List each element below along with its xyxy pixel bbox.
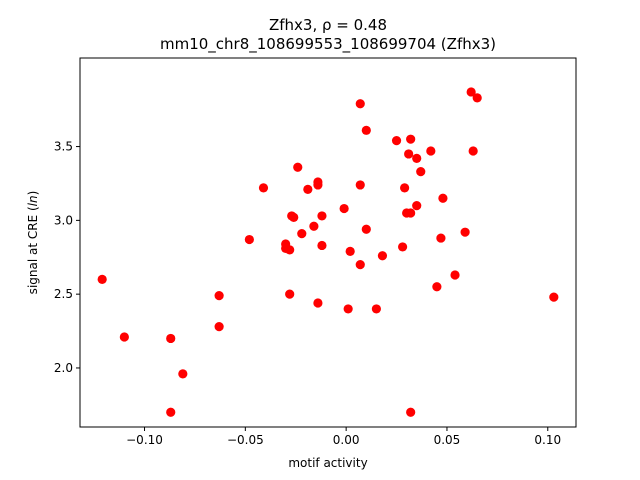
x-tick-label: −0.10 — [126, 433, 163, 447]
data-point — [317, 211, 327, 221]
data-point — [214, 322, 224, 332]
data-point — [468, 146, 478, 156]
y-tick-label: 3.0 — [54, 213, 73, 227]
data-point — [406, 407, 416, 417]
x-axis-label: motif activity — [288, 456, 367, 470]
data-point — [466, 87, 476, 97]
data-point — [412, 153, 422, 163]
x-tick-label: −0.05 — [227, 433, 264, 447]
data-point — [166, 407, 176, 417]
data-point — [309, 221, 319, 231]
y-axis-label: signal at CRE (ln) — [26, 191, 40, 295]
data-point — [416, 167, 426, 177]
data-point — [371, 304, 381, 314]
y-tick-label: 3.5 — [54, 140, 73, 154]
data-point — [355, 99, 365, 109]
data-point — [460, 227, 470, 237]
data-point — [450, 270, 460, 280]
data-point — [289, 212, 299, 223]
data-point — [244, 234, 254, 245]
data-point — [404, 149, 414, 159]
x-axis-ticks: −0.10 −0.05 0.00 0.05 0.10 — [126, 427, 561, 447]
data-point — [361, 125, 371, 135]
chart-title-line2: mm10_chr8_108699553_108699704 (Zfhx3) — [160, 35, 496, 54]
data-point — [285, 245, 295, 255]
data-point — [391, 136, 402, 146]
data-point — [303, 184, 313, 194]
data-point — [361, 224, 371, 234]
data-point — [258, 183, 269, 193]
chart-title-line1: Zfhx3, ρ = 0.48 — [269, 16, 387, 34]
y-tick-label: 2.5 — [54, 287, 73, 301]
y-tick-label: 2.0 — [54, 361, 73, 375]
data-point — [436, 233, 446, 243]
data-point — [119, 332, 129, 342]
data-point — [293, 162, 303, 172]
data-point — [297, 229, 307, 239]
data-points — [97, 87, 559, 417]
y-axis-label-unit: ln — [26, 195, 40, 206]
data-point — [343, 304, 353, 314]
data-point — [313, 298, 323, 308]
data-point — [166, 333, 176, 344]
data-point — [345, 246, 355, 256]
y-axis-label-suffix: ) — [26, 191, 40, 196]
data-point — [426, 146, 436, 156]
data-point — [432, 282, 442, 292]
data-point — [412, 201, 422, 211]
data-point — [406, 208, 416, 218]
x-tick-label: 0.10 — [534, 433, 561, 447]
data-point — [377, 251, 388, 261]
data-point — [355, 260, 365, 270]
data-point — [438, 193, 448, 203]
plot-frame — [79, 57, 577, 428]
y-axis-ticks: 2.0 2.5 3.0 3.5 — [54, 140, 80, 375]
data-point — [97, 274, 107, 284]
data-point — [214, 291, 224, 301]
data-point — [398, 242, 408, 252]
data-point — [472, 93, 482, 103]
data-point — [400, 183, 410, 193]
x-tick-label: 0.05 — [434, 433, 461, 447]
data-point — [339, 203, 349, 214]
data-point — [285, 289, 295, 299]
data-point — [313, 180, 323, 190]
data-point — [406, 134, 416, 144]
data-point — [549, 292, 559, 302]
data-point — [355, 180, 365, 190]
y-axis-label-prefix: signal at CRE ( — [26, 206, 40, 294]
data-point — [178, 369, 188, 379]
data-point — [317, 240, 327, 251]
x-tick-label: 0.00 — [333, 433, 360, 447]
